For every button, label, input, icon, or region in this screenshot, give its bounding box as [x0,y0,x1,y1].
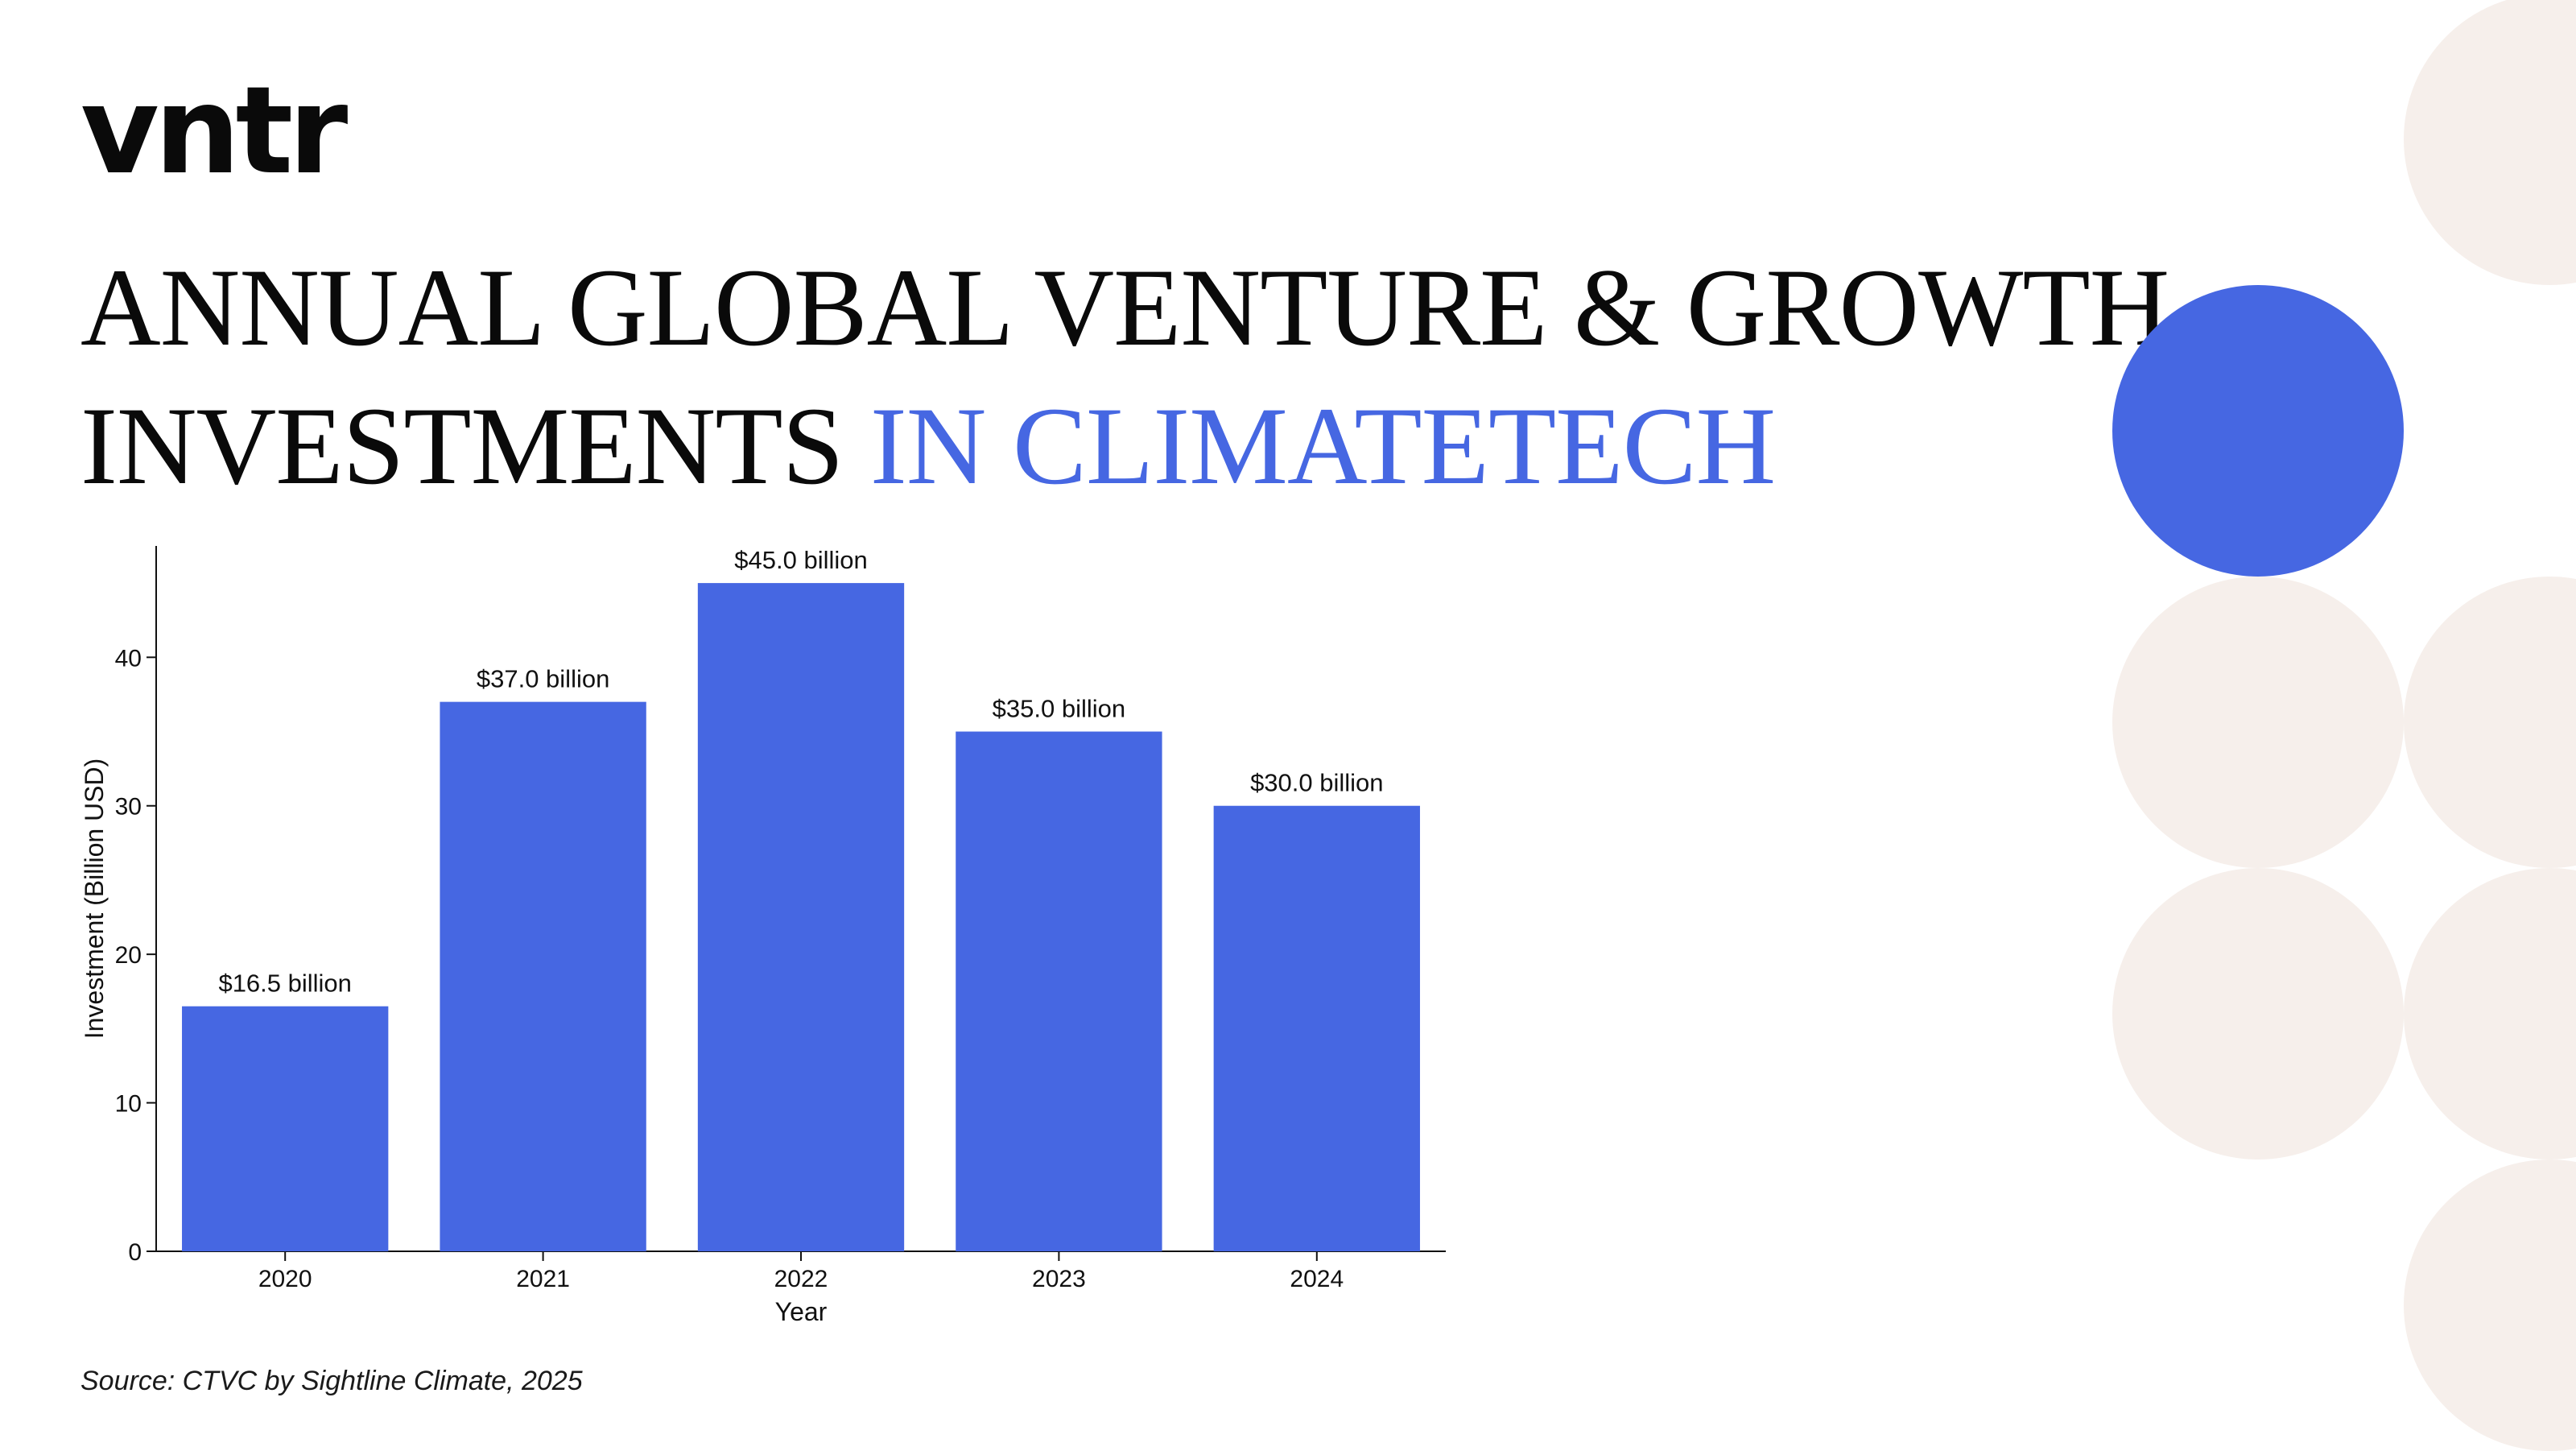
brand-logo: vntr [80,61,348,201]
data-label-2020: $16.5 billion [218,969,351,998]
data-label-2021: $37.0 billion [477,665,609,693]
data-label-2024: $30.0 billion [1250,769,1383,797]
y-tick-label: 20 [115,942,142,969]
y-tick-label: 10 [115,1091,142,1118]
x-tick-label-2022: 2022 [774,1266,828,1292]
y-tick-label: 30 [115,794,142,821]
decor-circle-beige-4 [2112,868,2404,1160]
data-label-2022: $45.0 billion [734,546,867,574]
bars [182,583,1420,1251]
decor-circle-beige-2 [2112,577,2404,868]
title-line-2-main: INVESTMENTS [80,384,844,507]
decor-circle-beige-6 [2404,1160,2576,1451]
x-tick-label-2020: 2020 [258,1266,312,1292]
x-tick-label-2024: 2024 [1290,1266,1344,1292]
title-line-2-accent: IN CLIMATETECH [869,384,1776,507]
y-tick-label: 40 [115,645,142,672]
x-ticks: 2020 2021 2022 2023 2024 [258,1251,1344,1292]
bar-2022 [697,583,905,1251]
bar-2021 [440,701,646,1251]
bar-2023 [956,731,1162,1251]
y-tick-label: 0 [128,1239,142,1266]
source-note: Source: CTVC by Sightline Climate, 2025 [80,1366,583,1396]
page-title: ANNUAL GLOBAL VENTURE & GROWTH INVESTMEN… [80,238,2169,515]
bar-2020 [182,1006,389,1251]
decor-circle-blue [2112,285,2404,577]
data-labels: $16.5 billion $37.0 billion $45.0 billion $… [218,546,1383,998]
bar-2024 [1213,805,1420,1251]
bar-chart: 0 10 20 30 40 $16.5 billion $37.0 billion $45.… [80,546,1446,1326]
y-ticks: 0 10 20 30 40 [115,645,156,1266]
decor-circle-beige-3 [2404,577,2576,868]
x-tick-label-2023: 2023 [1032,1266,1086,1292]
data-label-2023: $35.0 billion [993,695,1125,723]
x-axis-label: Year [775,1297,828,1326]
y-axis-label: Investment (Billion USD) [80,759,109,1040]
decor-circle-beige-5 [2404,868,2576,1160]
x-tick-label-2021: 2021 [516,1266,570,1292]
title-line-1: ANNUAL GLOBAL VENTURE & GROWTH [80,246,2169,369]
decor-circle-beige-1 [2404,0,2576,285]
